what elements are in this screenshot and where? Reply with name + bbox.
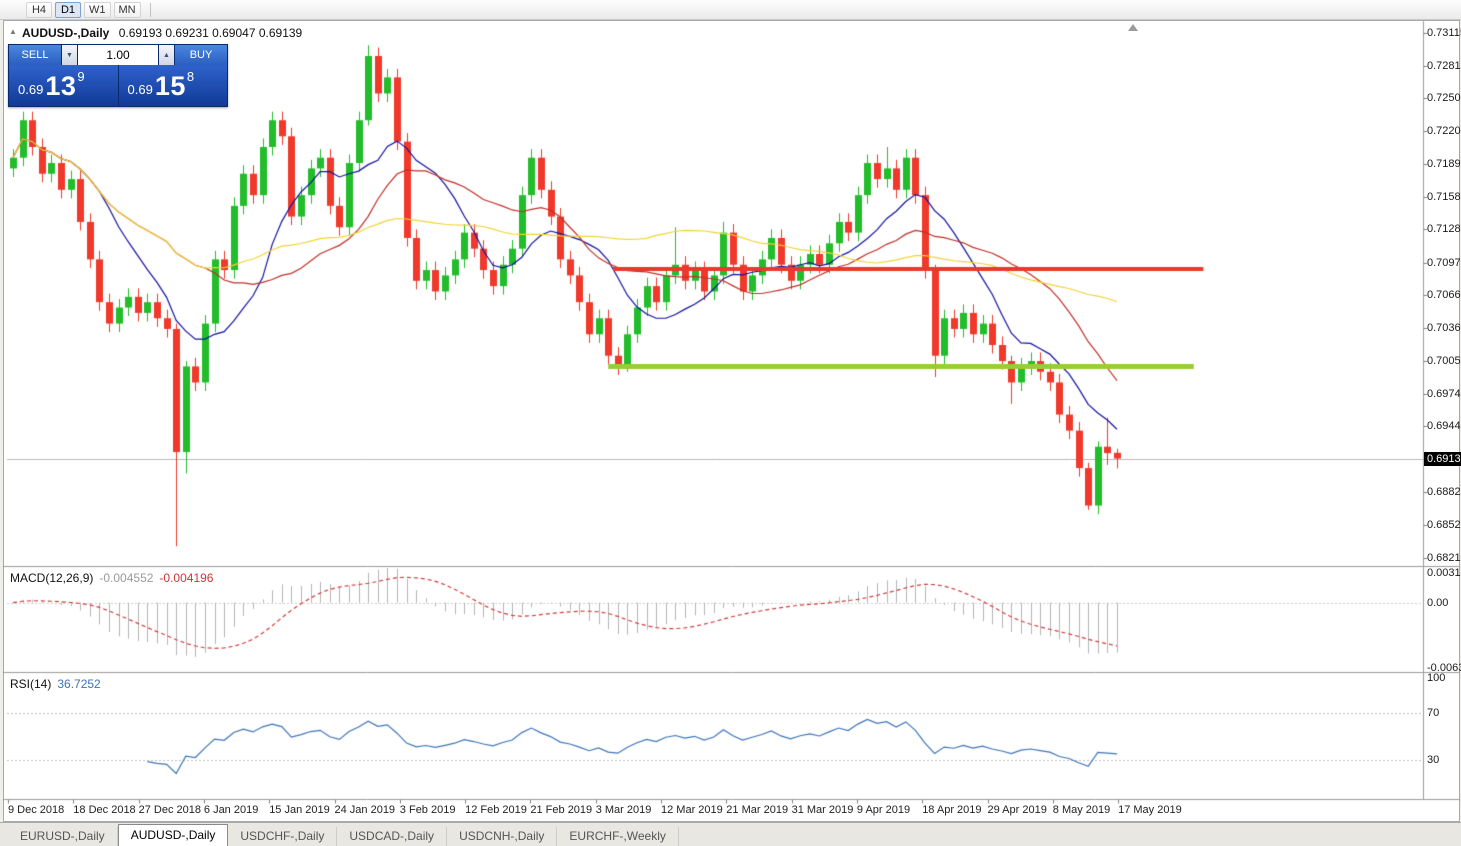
rsi-value: 36.7252 [57, 677, 101, 691]
period-button-w1[interactable]: W1 [84, 1, 111, 18]
rsi-label: RSI(14) [10, 677, 52, 691]
macd-label: MACD(12,26,9) [10, 571, 94, 585]
macd-signal-value: -0.004196 [159, 571, 214, 585]
price-axis-label: 0.70665 [1427, 289, 1461, 302]
macd-main-value: -0.004552 [99, 571, 154, 585]
chart-tab[interactable]: EURUSD-,Daily [8, 827, 118, 846]
one-click-trading-panel: SELL ▼ 1.00 ▲ BUY 0.69 13 9 0.69 15 8 [8, 44, 228, 107]
sell-price-big-digits: 13 [45, 70, 77, 101]
time-axis-label: 18 Dec 2018 [73, 804, 136, 816]
rsi-scale-label: 70 [1427, 707, 1440, 720]
chart-symbol-label: AUDUSD-,Daily [22, 26, 110, 40]
time-axis-label: 17 May 2019 [1118, 804, 1182, 816]
chart-shift-marker-icon[interactable] [1128, 24, 1138, 31]
macd-scale-label: -0.006317 [1427, 662, 1461, 674]
buy-price-big-digits: 15 [154, 70, 186, 101]
sell-price-base: 0.69 [18, 81, 44, 97]
volume-spin-up-icon[interactable]: ▲ [158, 45, 175, 65]
buy-button[interactable]: BUY [175, 45, 227, 65]
volume-spin-down-icon[interactable]: ▼ [61, 45, 78, 65]
time-axis-label: 21 Mar 2019 [726, 804, 789, 816]
chart-tab[interactable]: USDCHF-,Daily [228, 827, 338, 846]
time-axis-label: 12 Feb 2019 [465, 804, 527, 816]
time-axis-label: 3 Feb 2019 [399, 804, 456, 816]
one-click-panel-toggle-icon[interactable]: ▲ [9, 27, 17, 36]
time-axis-label: 24 Jan 2019 [334, 804, 396, 816]
current-price-tag: 0.69139 [1424, 451, 1461, 466]
chart-tab-bar: EURUSD-,Daily AUDUSD-,Daily USDCHF-,Daily U… [0, 822, 1461, 846]
trade-panel-price-row: 0.69 13 9 0.69 15 8 [9, 65, 227, 106]
trade-panel-divider [117, 65, 119, 106]
sell-price-display[interactable]: 0.69 13 9 [9, 65, 118, 106]
chart-tab[interactable]: USDCNH-,Daily [447, 827, 558, 846]
price-axis-label: 0.73115 [1427, 27, 1461, 39]
chart-tab[interactable]: USDCAD-,Daily [337, 827, 448, 846]
volume-input[interactable]: 1.00 [78, 45, 158, 65]
time-axis-label: 9 Apr 2019 [856, 804, 911, 816]
time-axis-label: 12 Mar 2019 [661, 804, 723, 816]
macd-scale-label: 0.003164 [1427, 567, 1461, 579]
price-axis-label: 0.72505 [1427, 92, 1461, 105]
buy-price-base: 0.69 [127, 81, 153, 97]
time-axis-label: 6 Jan 2019 [203, 804, 259, 816]
period-button-group: H4 D1 W1 MN [26, 1, 141, 18]
toolbar-separator [149, 2, 151, 17]
chart-tab[interactable]: AUDUSD-,Daily [117, 824, 229, 846]
time-axis-label: 29 Apr 2019 [987, 804, 1047, 816]
rsi-header: RSI(14) 36.7252 [10, 677, 101, 691]
period-button-d1[interactable]: D1 [55, 1, 81, 18]
time-axis-label: 3 Mar 2019 [595, 804, 652, 816]
price-axis-label: 0.71895 [1427, 157, 1461, 170]
chart-ohlc-values: 0.69193 0.69231 0.69047 0.69139 [118, 26, 303, 40]
time-axis-label: 8 May 2019 [1052, 804, 1111, 816]
time-axis-label: 15 Jan 2019 [269, 804, 330, 816]
time-axis-label: 21 Feb 2019 [530, 804, 593, 816]
buy-price-pip-digit: 8 [186, 69, 195, 84]
macd-header: MACD(12,26,9) -0.004552 -0.004196 [10, 571, 213, 585]
period-button-mn[interactable]: MN [113, 1, 141, 18]
period-button-h4[interactable]: H4 [26, 1, 52, 18]
buy-price-display[interactable]: 0.69 15 8 [119, 65, 228, 106]
macd-scale-label: 0.00 [1427, 596, 1449, 609]
time-axis-label: 18 Apr 2019 [922, 804, 982, 816]
period-toolbar: H4 D1 W1 MN [0, 0, 1461, 20]
sell-price-pip-digit: 9 [77, 69, 85, 84]
time-axis-label: 27 Dec 2018 [138, 804, 201, 816]
time-axis-label: 31 Mar 2019 [791, 804, 854, 816]
sell-button[interactable]: SELL [9, 45, 61, 65]
chart-tab[interactable]: EURCHF-,Weekly [557, 827, 679, 846]
chart-title: AUDUSD-,Daily 0.69193 0.69231 0.69047 0.… [22, 26, 302, 40]
trade-panel-controls-row: SELL ▼ 1.00 ▲ BUY [9, 45, 227, 65]
rsi-scale-label: 30 [1427, 753, 1440, 766]
price-axis-label: 0.68825 [1427, 486, 1461, 499]
time-axis-label: 9 Dec 2018 [8, 804, 65, 816]
rsi-scale-label: 100 [1427, 672, 1446, 684]
price-axis-label: 0.71585 [1427, 190, 1461, 203]
price-axis-label: 0.69745 [1427, 387, 1461, 400]
